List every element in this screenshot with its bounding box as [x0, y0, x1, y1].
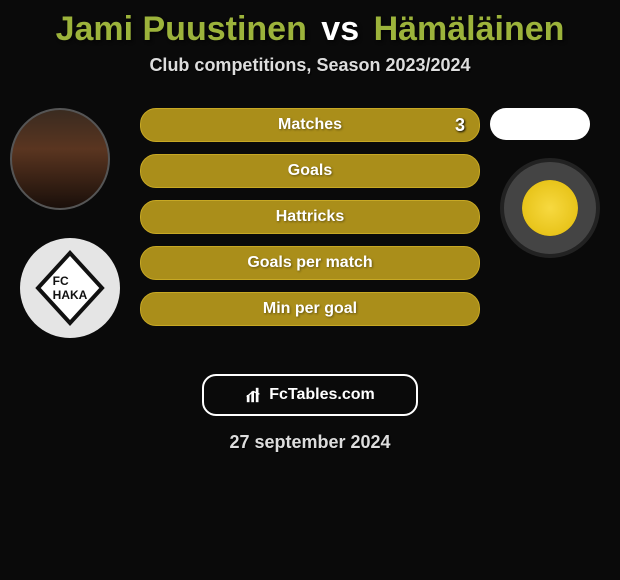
- page-title: Jami Puustinen vs Hämäläinen: [0, 0, 620, 55]
- stat-label: Goals per match: [247, 254, 372, 272]
- stat-label: Hattricks: [276, 208, 344, 226]
- stat-rows: Matches 3 Goals Hattricks Goals per match Min…: [140, 108, 480, 338]
- title-player2: Hämäläinen: [374, 10, 565, 48]
- haka-logo-text: FCHAKA: [53, 274, 88, 302]
- haka-logo-shape: FCHAKA: [30, 248, 110, 328]
- stat-row-min-per-goal: Min per goal: [140, 292, 480, 326]
- stat-value-left: 3: [455, 115, 465, 136]
- branding-text: FcTables.com: [269, 386, 375, 404]
- stat-row-matches: Matches 3: [140, 108, 480, 142]
- player2-club-logo: [500, 158, 600, 258]
- branding-badge[interactable]: FcTables.com: [202, 374, 418, 416]
- title-vs: vs: [311, 10, 369, 48]
- stat-row-goals: Goals: [140, 154, 480, 188]
- stat-label: Matches: [278, 116, 342, 134]
- footer-date: 27 september 2024: [0, 416, 620, 453]
- player1-club-logo: FCHAKA: [20, 238, 120, 338]
- title-player1: Jami Puustinen: [56, 10, 307, 48]
- subtitle: Club competitions, Season 2023/2024: [0, 55, 620, 98]
- kups-badge-shape: [522, 180, 578, 236]
- stat-row-hattricks: Hattricks: [140, 200, 480, 234]
- player2-blank-pill: [490, 108, 590, 140]
- stat-row-goals-per-match: Goals per match: [140, 246, 480, 280]
- comparison-area: FCHAKA Matches 3 Goals Hattricks Goals per m…: [0, 98, 620, 358]
- stat-label: Goals: [288, 162, 332, 180]
- player1-avatar: [10, 108, 110, 210]
- stat-label: Min per goal: [263, 300, 357, 318]
- bars-icon: [245, 386, 263, 404]
